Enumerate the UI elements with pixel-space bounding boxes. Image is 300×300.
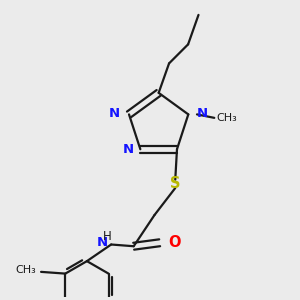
Text: N: N xyxy=(197,107,208,120)
Text: N: N xyxy=(97,236,108,249)
Text: N: N xyxy=(122,143,134,156)
Text: CH₃: CH₃ xyxy=(216,113,237,123)
Text: S: S xyxy=(170,176,181,191)
Text: H: H xyxy=(103,230,112,243)
Text: N: N xyxy=(109,107,120,120)
Text: O: O xyxy=(168,235,181,250)
Text: CH₃: CH₃ xyxy=(15,265,36,275)
